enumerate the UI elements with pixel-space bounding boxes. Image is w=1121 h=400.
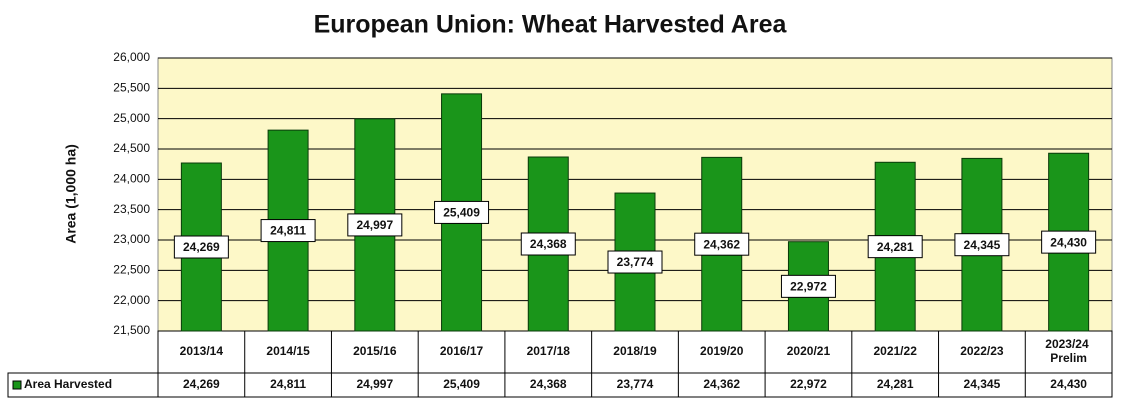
value-label: 24,368 bbox=[530, 237, 567, 251]
x-tick-label: 2014/15 bbox=[266, 344, 310, 358]
x-tick-label: 2019/20 bbox=[700, 344, 744, 358]
y-tick-label: 23,000 bbox=[113, 232, 150, 246]
y-tick-label: 25,500 bbox=[113, 81, 150, 95]
value-label-box bbox=[867, 235, 923, 259]
table-value: 22,972 bbox=[790, 377, 827, 391]
y-tick-label: 24,000 bbox=[113, 172, 150, 186]
table-value: 25,409 bbox=[443, 377, 480, 391]
value-label: 24,997 bbox=[356, 218, 393, 232]
value-label-box bbox=[694, 232, 750, 256]
value-label: 25,409 bbox=[443, 206, 480, 220]
y-tick-label: 22,500 bbox=[113, 263, 150, 277]
y-tick-label: 23,500 bbox=[113, 202, 150, 216]
value-label-box bbox=[780, 274, 836, 298]
x-tick-label: 2020/21 bbox=[787, 344, 831, 358]
y-axis-label: Area (1,000 ha) bbox=[63, 144, 79, 244]
x-tick-label: 2017/18 bbox=[527, 344, 571, 358]
x-tick-label: 2018/19 bbox=[613, 344, 657, 358]
table-value: 24,269 bbox=[183, 377, 220, 391]
x-tick-label: 2016/17 bbox=[440, 344, 484, 358]
legend-key bbox=[12, 380, 22, 390]
x-tick-label: 2015/16 bbox=[353, 344, 397, 358]
chart-title: European Union: Wheat Harvested Area bbox=[314, 11, 788, 39]
value-label-box bbox=[347, 213, 403, 237]
value-label: 24,281 bbox=[877, 240, 914, 254]
table-value: 24,430 bbox=[1050, 377, 1087, 391]
table-value: 24,997 bbox=[356, 377, 393, 391]
y-tick-label: 21,500 bbox=[113, 323, 150, 337]
value-label: 24,430 bbox=[1050, 235, 1087, 249]
y-tick-label: 24,500 bbox=[113, 141, 150, 155]
table-value: 24,345 bbox=[964, 377, 1001, 391]
value-label-box bbox=[1041, 230, 1097, 254]
value-label: 24,811 bbox=[270, 224, 306, 238]
value-label-box bbox=[173, 235, 229, 259]
value-label: 24,362 bbox=[703, 237, 740, 251]
x-tick-label: 2013/14 bbox=[180, 344, 224, 358]
x-tick-label: 2022/23 bbox=[960, 344, 1004, 358]
y-tick-label: 26,000 bbox=[113, 50, 150, 64]
value-label-box bbox=[954, 233, 1010, 257]
table-value: 24,811 bbox=[270, 377, 306, 391]
x-tick-label: 2023/24 Prelim bbox=[1045, 337, 1092, 365]
y-tick-label: 22,000 bbox=[113, 293, 150, 307]
value-label-box bbox=[520, 232, 576, 256]
value-label: 23,774 bbox=[617, 255, 654, 269]
value-label-box bbox=[260, 219, 316, 243]
value-label: 24,345 bbox=[964, 238, 1001, 252]
value-label-box bbox=[607, 250, 663, 274]
value-label-box bbox=[434, 200, 490, 224]
x-tick-label: 2021/22 bbox=[873, 344, 917, 358]
data-table-header bbox=[7, 372, 159, 398]
table-value: 24,362 bbox=[703, 377, 740, 391]
legend-label: Area Harvested bbox=[24, 377, 112, 391]
y-tick-label: 25,000 bbox=[113, 111, 150, 125]
table-value: 24,368 bbox=[530, 377, 567, 391]
data-table bbox=[157, 330, 1113, 398]
value-label: 24,269 bbox=[183, 240, 220, 254]
table-value: 23,774 bbox=[617, 377, 654, 391]
table-value: 24,281 bbox=[877, 377, 914, 391]
value-label: 22,972 bbox=[790, 280, 827, 294]
